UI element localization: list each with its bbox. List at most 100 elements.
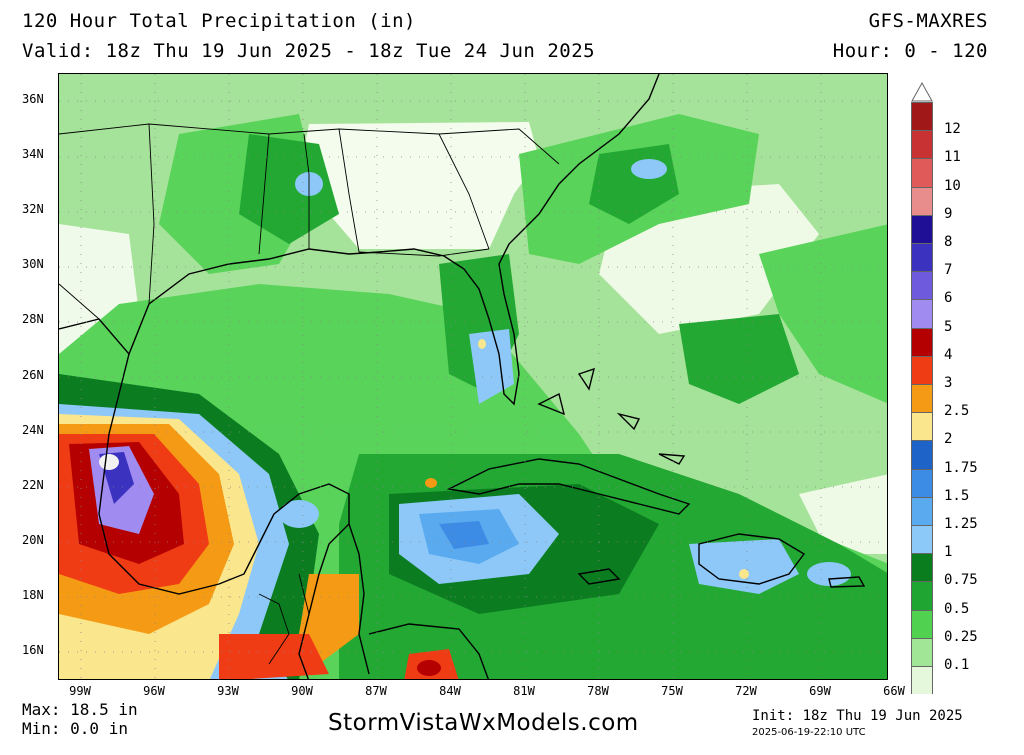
min-value: Min: 0.0 in [22,719,128,738]
legend-swatch [911,299,933,328]
border-la-ms [258,133,270,255]
legend-label: 2.5 [944,403,970,420]
lon-label: 81W [513,684,535,698]
legend-swatch [911,412,933,441]
precip-15-caribbean [439,521,489,549]
legend-swatch [911,130,933,159]
coastlines [59,74,866,679]
border-sc-nc [438,128,560,165]
legend-swatch [911,440,933,469]
precip-05-north [239,134,339,244]
lon-label: 75W [661,684,683,698]
precipitation-map [58,73,888,680]
legend-swatch [911,525,933,554]
legend-label: 3 [944,375,953,391]
lat-label: 34N [22,147,44,162]
legend-label: 0.25 [944,628,978,645]
legend-label: 5 [944,318,953,335]
legend-label: 0.5 [944,600,970,617]
hispaniola [698,533,806,585]
lat-label: 18N [22,587,44,602]
precip-1-puerto-rico-cell [807,562,851,586]
legend-swatch [911,186,933,215]
graticule [59,74,887,679]
lat-label: 36N [22,92,44,106]
precip-1-carolina-cell [631,159,667,179]
precip-25-hispaniola-cell [739,569,749,579]
lon-label: 93W [217,684,239,698]
precip-25-florida-cell [478,339,486,349]
legend-swatch [911,496,933,525]
legend-swatch [911,581,933,610]
lon-label: 78W [587,684,609,698]
legend-label: 12 [944,121,961,138]
precip-max-cell [99,454,119,470]
model-name: GFS-MAXRES [868,10,988,32]
render-timestamp: 2025-06-19-22:10 UTC [752,727,866,738]
border-guatemala [258,593,290,665]
legend-label: 2 [944,431,953,448]
lat-label: 26N [22,367,44,382]
border-al-ga [338,128,360,253]
precip-4-nicaragua [417,660,441,676]
legend-label: 6 [944,290,953,307]
border-tx-la [148,123,155,305]
gulf-coast [59,74,660,406]
max-value: Max: 18.5 in [22,700,138,719]
precip-1-yucatan-cell [279,500,319,528]
jamaica [577,568,621,585]
dry-area-southeast-us [299,122,539,249]
honduras-coast [368,623,490,679]
border-ms-al [303,133,310,249]
border-belize [298,573,310,615]
mexico-coast [98,353,350,679]
lat-label: 32N [22,202,44,217]
legend-swatch [911,609,933,638]
legend-label: 10 [944,177,961,194]
precip-05-gulf-east [679,314,799,404]
site-credit: StormVistaWxModels.com [328,710,639,736]
legend-swatch [911,355,933,384]
lat-label: 30N [22,257,44,272]
map-title: 120 Hour Total Precipitation (in) [22,10,416,32]
lat-label: 16N [22,643,44,657]
lon-label: 66W [883,684,905,698]
bahamas-1 [537,392,566,416]
legend-label: 0.75 [944,572,978,589]
central-america-coast [348,523,370,675]
legend-swatch [911,666,933,695]
lon-label: 99W [69,684,91,698]
legend-swatch [911,243,933,272]
legend-swatch [911,102,933,131]
state-borders [59,123,560,665]
legend-label: 1.5 [944,487,970,504]
precip-legend: 12 11 10 9 8 7 6 5 4 3 2.5 2 1.75 1.5 1.25 1 0.75 0.5 0.25… [906,82,1016,702]
border-ga-fl [358,248,490,257]
legend-label: 1.75 [944,459,978,476]
bahamas-3 [616,412,641,431]
legend-swatch [911,637,933,666]
lon-label: 90W [291,684,313,698]
legend-label: 7 [944,262,953,279]
lon-label: 72W [735,684,757,698]
lat-label: 24N [22,422,44,437]
precip-25-cuba-cell [425,478,437,488]
lat-label: 28N [22,312,44,327]
legend-swatch [911,553,933,582]
legend-swatch [911,384,933,413]
valid-period: Valid: 18z Thu 19 Jun 2025 - 18z Tue 24 … [22,40,596,62]
legend-swatch [911,468,933,497]
border-north [59,123,440,135]
legend-top-arrow [911,82,933,102]
puerto-rico [828,576,866,588]
legend-swatch [911,271,933,300]
init-time: Init: 18z Thu 19 Jun 2025 [752,708,963,724]
border-ga-sc [438,133,490,250]
legend-swatch [911,214,933,243]
legend-label: 11 [944,149,961,166]
cuba [446,458,691,515]
legend-label: 4 [944,346,953,363]
legend-label: 8 [944,234,953,250]
legend-swatch [911,158,933,187]
legend-label: 1 [944,544,953,561]
